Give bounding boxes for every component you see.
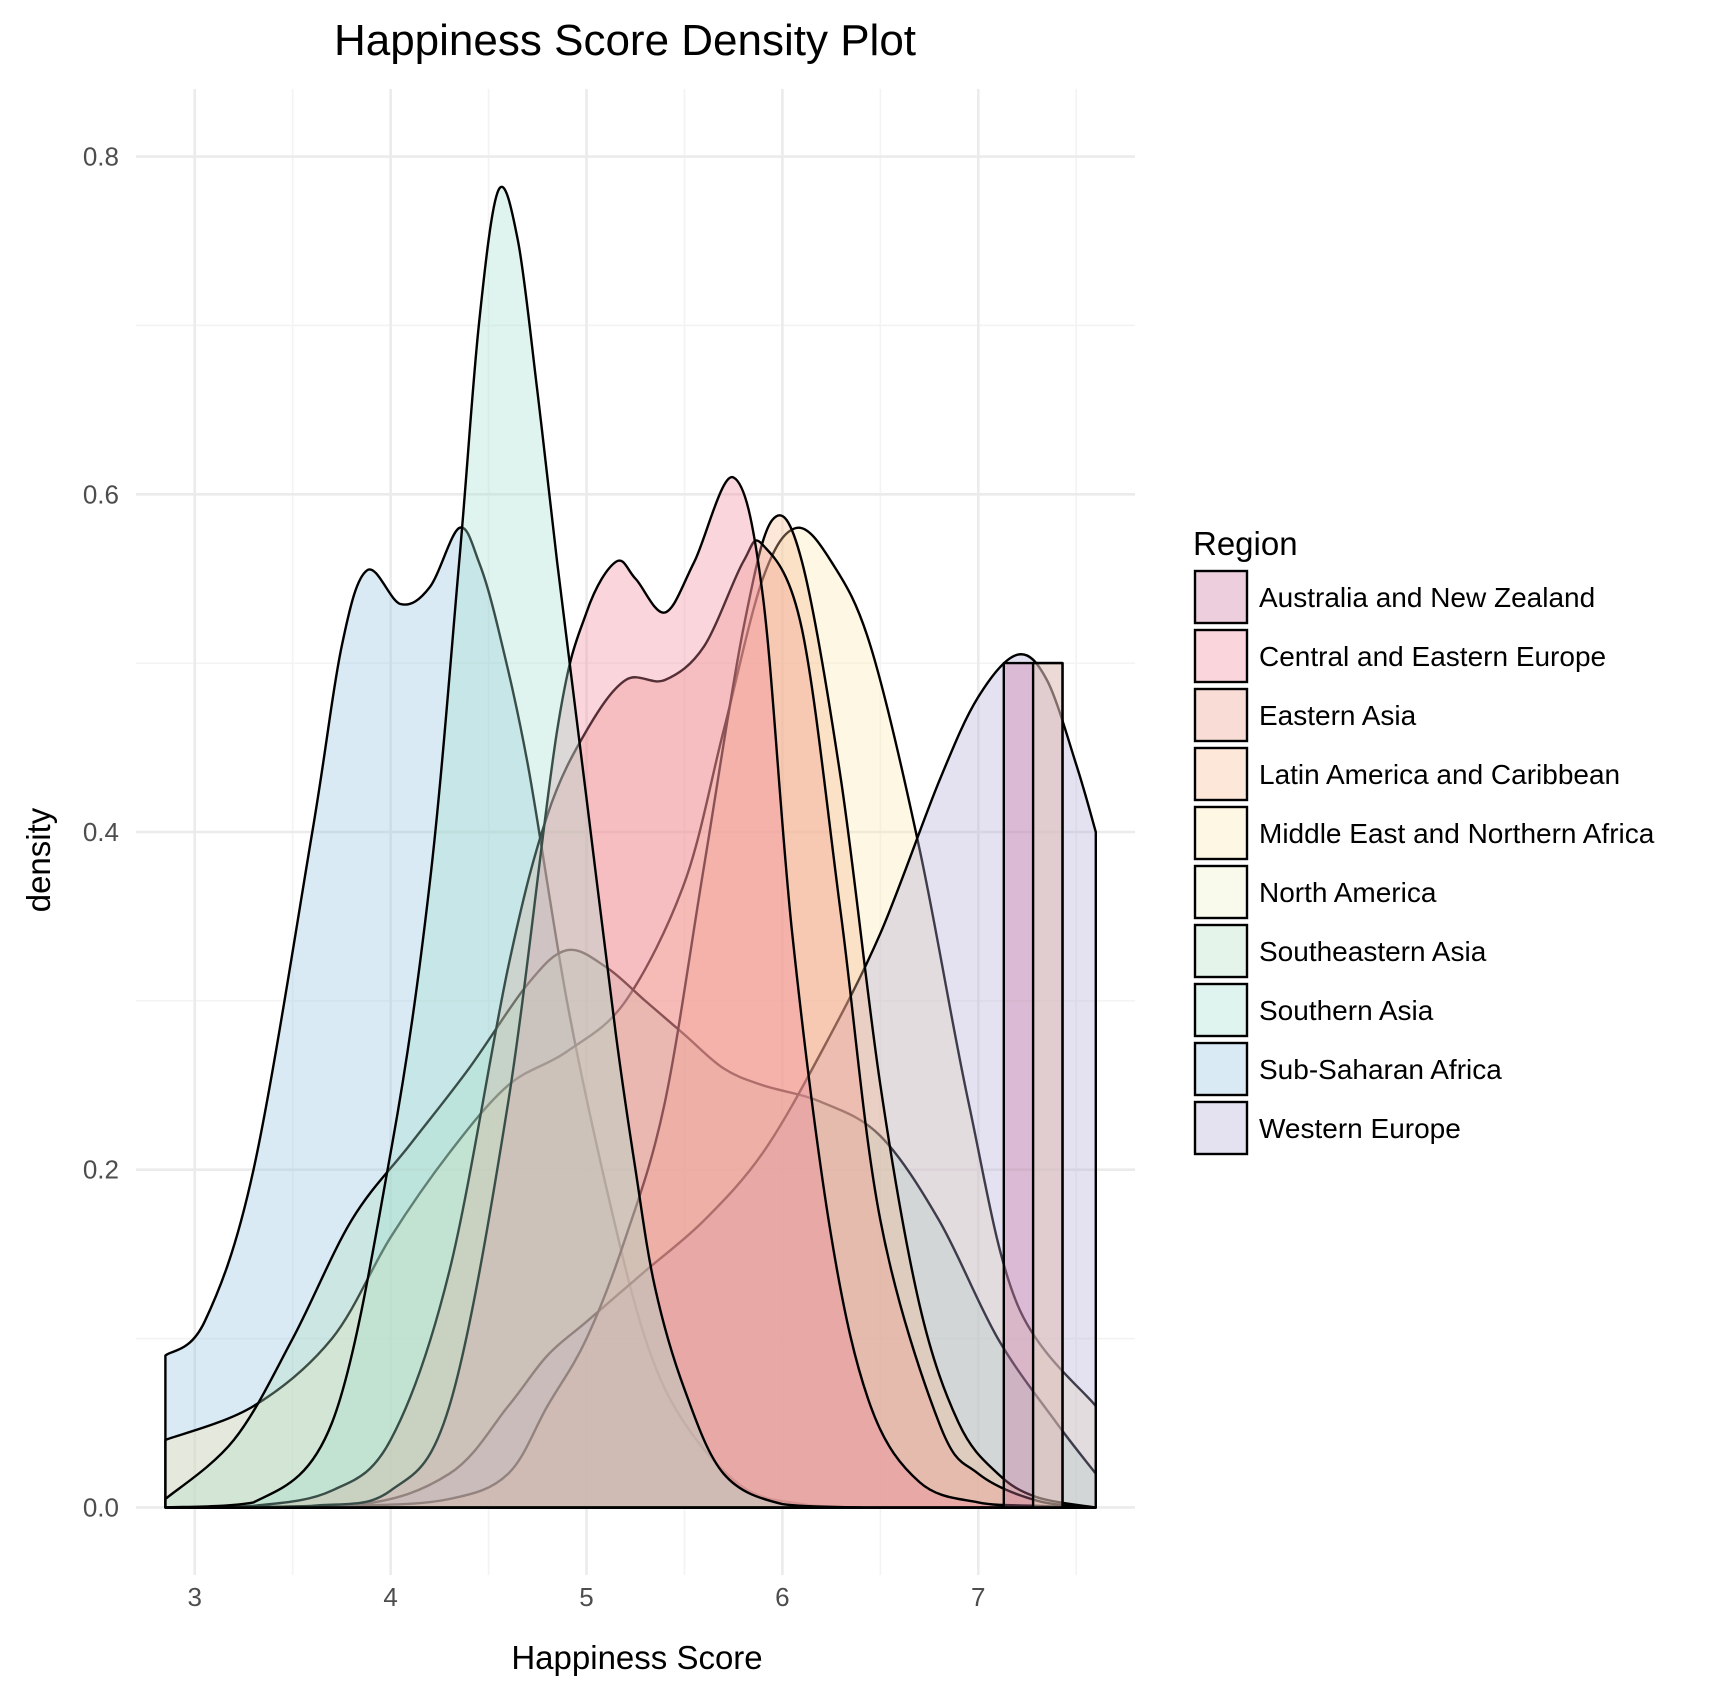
legend-key-latin-america-and-caribbean [1193,746,1249,802]
x-axis-title: Happiness Score [511,1639,762,1676]
y-tick-label: 0.6 [83,479,119,509]
legend-key-southeastern-asia [1193,923,1249,979]
legend-key-middle-east-and-northern-africa [1193,805,1249,861]
density-area-western-europe [164,653,1097,1509]
y-axis-title: density [20,807,57,912]
legend-key-bg-middle-east-and-northern-africa [1195,807,1247,859]
legend-label-sub-saharan-africa: Sub-Saharan Africa [1259,1054,1502,1085]
legend-label-central-and-eastern-europe: Central and Eastern Europe [1259,641,1606,672]
legend-key-bg-southeastern-asia [1195,925,1247,977]
legend-key-australia-and-new-zealand [1193,569,1249,625]
y-tick-label: 0.4 [83,817,119,847]
legend-title: Region [1193,525,1298,562]
x-tick-label: 7 [971,1582,985,1612]
legend-label-southern-asia: Southern Asia [1259,995,1434,1026]
legend-key-bg-australia-and-new-zealand [1195,571,1247,623]
legend-items: Australia and New Zealand Central and Eas… [1193,569,1655,1156]
legend-key-bg-western-europe [1195,1102,1247,1154]
chart-title: Happiness Score Density Plot [334,16,916,65]
legend-label-latin-america-and-caribbean: Latin America and Caribbean [1259,759,1620,790]
density-area-sub-saharan-africa [164,526,862,1509]
y-tick-label: 0.8 [83,142,119,172]
legend-key-eastern-asia [1193,687,1249,743]
legend-label-middle-east-and-northern-africa: Middle East and Northern Africa [1259,818,1655,849]
x-tick-label: 5 [579,1582,593,1612]
y-tick-label: 0.2 [83,1155,119,1185]
legend-key-bg-sub-saharan-africa [1195,1043,1247,1095]
legend-key-north-america [1193,864,1249,920]
density-area-southeastern-asia [164,948,1097,1509]
legend-label-western-europe: Western Europe [1259,1113,1461,1144]
legend-label-north-america: North America [1259,877,1437,908]
legend-label-eastern-asia: Eastern Asia [1259,700,1417,731]
legend-key-bg-central-and-eastern-europe [1195,630,1247,682]
legend-label-australia-and-new-zealand: Australia and New Zealand [1259,582,1595,613]
axes: 3 4 5 6 7 0.0 0.2 0.4 0.6 0.8 [83,142,986,1612]
legend-key-southern-asia [1193,982,1249,1038]
legend-key-central-and-eastern-europe [1193,628,1249,684]
x-tick-label: 3 [188,1582,202,1612]
legend-key-bg-southern-asia [1195,984,1247,1036]
x-tick-label: 6 [775,1582,789,1612]
density-area-latin-america-and-caribbean [164,514,1097,1509]
legend-key-sub-saharan-africa [1193,1041,1249,1097]
density-area-central-and-eastern-europe [164,476,1097,1509]
y-tick-label: 0.0 [83,1492,119,1522]
legend-key-bg-north-america [1195,866,1247,918]
legend-key-western-europe [1193,1100,1249,1156]
legend-key-bg-eastern-asia [1195,689,1247,741]
legend: Region Australia and New Zealand Central … [1193,525,1655,1156]
density-area-southern-asia [164,185,862,1509]
legend-label-southeastern-asia: Southeastern Asia [1259,936,1487,967]
legend-key-bg-latin-america-and-caribbean [1195,748,1247,800]
x-tick-label: 4 [383,1582,397,1612]
density-area-north-america [1031,661,1064,1509]
density-area-eastern-asia [164,539,1097,1509]
series-layer [164,185,1097,1509]
